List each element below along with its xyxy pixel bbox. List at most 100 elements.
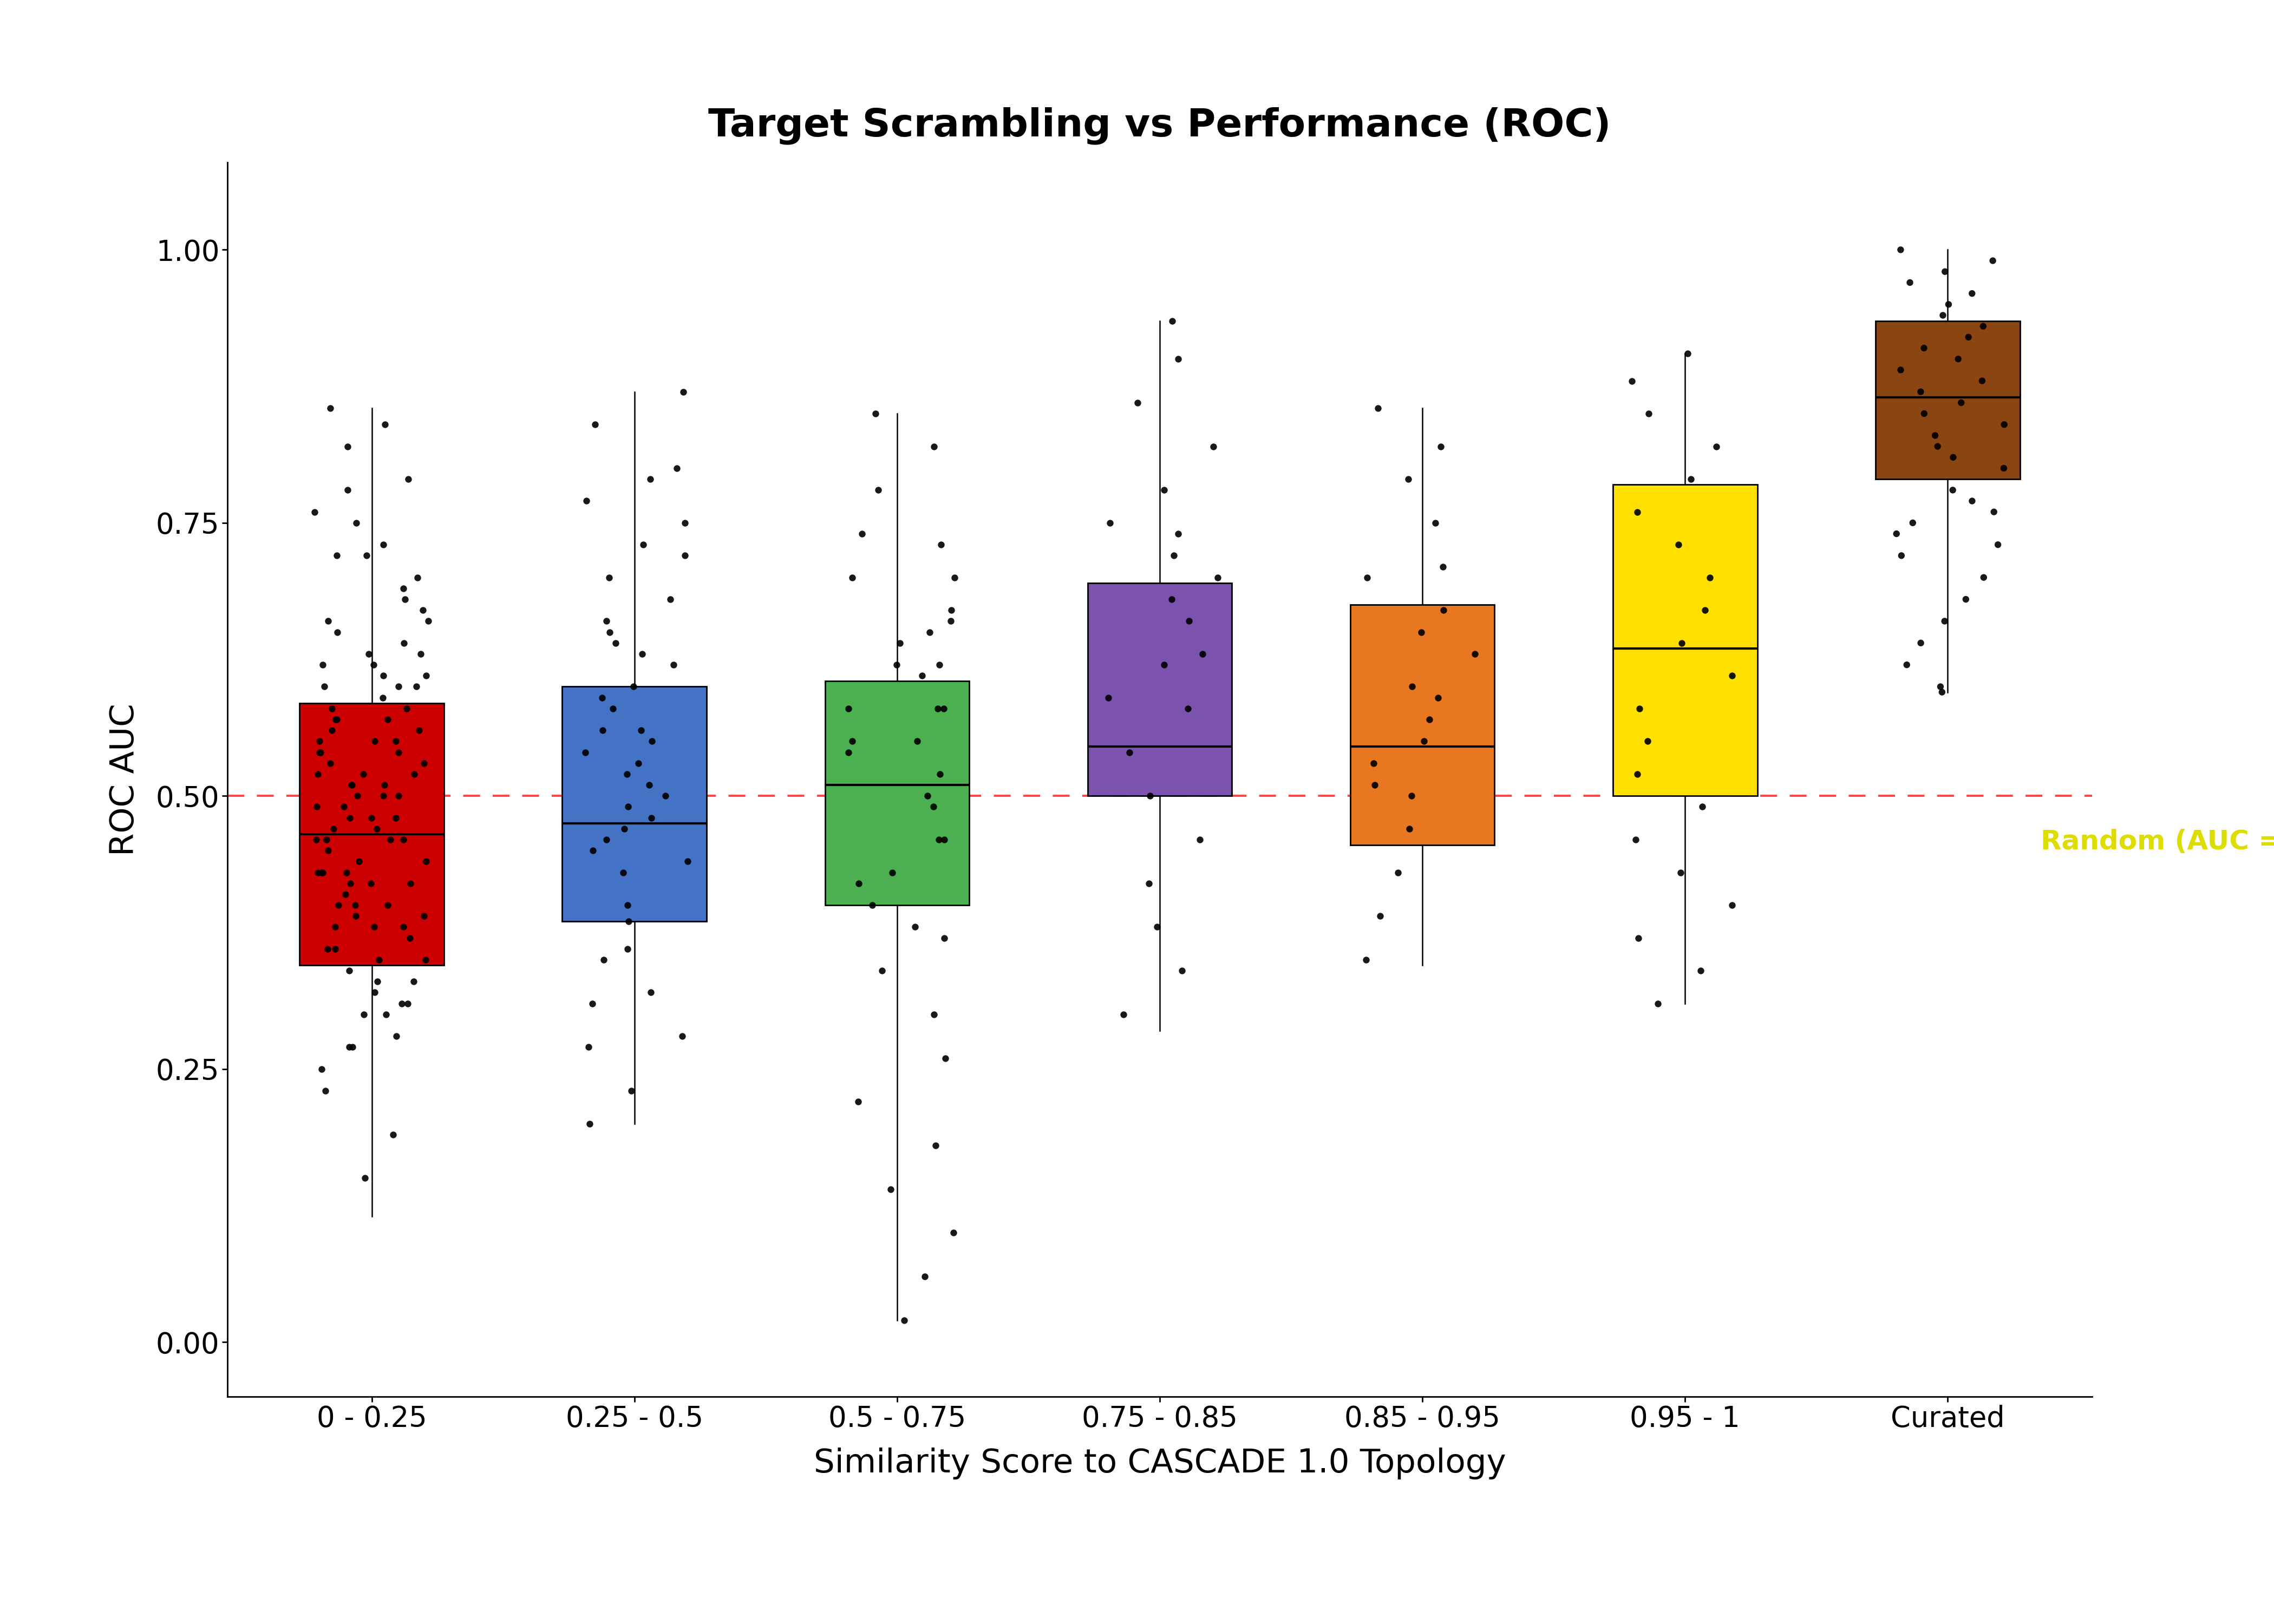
Point: [864, 958, 901, 984]
Point: [352, 870, 389, 896]
Point: [928, 1046, 964, 1072]
Point: [584, 718, 621, 744]
Point: [1981, 531, 2017, 557]
Point: [1890, 651, 1926, 677]
Point: [598, 630, 634, 656]
Point: [653, 586, 689, 612]
Point: [1362, 903, 1399, 929]
Point: [1160, 346, 1196, 372]
Point: [937, 565, 973, 591]
Point: [302, 739, 339, 765]
Point: [1160, 521, 1196, 547]
Point: [1715, 663, 1751, 689]
Point: [362, 947, 398, 973]
Point: [302, 859, 339, 885]
Point: [309, 838, 346, 864]
Point: [398, 674, 434, 700]
Point: [591, 565, 628, 591]
Point: [857, 401, 894, 427]
Point: [1919, 434, 1956, 460]
Point: [371, 706, 407, 732]
Point: [368, 892, 405, 918]
Point: [616, 674, 653, 700]
Point: [1412, 706, 1449, 732]
Point: [1617, 827, 1653, 853]
Point: [1669, 341, 1706, 367]
Point: [1405, 728, 1442, 754]
Point: [1119, 390, 1155, 416]
Point: [316, 914, 352, 940]
Point: [298, 827, 334, 853]
Point: [389, 695, 425, 721]
Point: [387, 586, 423, 612]
Point: [1665, 630, 1701, 656]
Point: [298, 794, 334, 820]
Point: [584, 685, 621, 711]
Point: [1974, 248, 2010, 274]
Point: [1894, 510, 1931, 536]
Point: [1630, 401, 1667, 427]
Point: [366, 663, 402, 689]
Bar: [1351, 604, 1494, 844]
Point: [1360, 395, 1396, 421]
Point: [1417, 510, 1453, 536]
Point: [614, 1078, 650, 1104]
Point: [380, 674, 416, 700]
Point: [1458, 641, 1494, 667]
Point: [916, 1132, 953, 1158]
Point: [325, 794, 362, 820]
Point: [1976, 499, 2012, 525]
Point: [919, 695, 955, 721]
Point: [400, 718, 437, 744]
Point: [318, 619, 355, 645]
Point: [1926, 607, 1962, 633]
Point: [1906, 401, 1942, 427]
Point: [878, 651, 914, 677]
Point: [1621, 695, 1658, 721]
Point: [1619, 926, 1655, 952]
Point: [669, 848, 705, 874]
Point: [609, 908, 646, 934]
Point: [1089, 685, 1126, 711]
Point: [300, 762, 337, 788]
Point: [384, 827, 421, 853]
Point: [1965, 565, 2001, 591]
Point: [1935, 445, 1972, 471]
Point: [1951, 325, 1987, 351]
Point: [312, 750, 348, 776]
Point: [355, 651, 391, 677]
Point: [655, 651, 691, 677]
Point: [1660, 531, 1696, 557]
Point: [312, 395, 348, 421]
Point: [916, 434, 953, 460]
Point: [1640, 991, 1676, 1017]
Point: [339, 510, 375, 536]
Point: [571, 1111, 607, 1137]
Point: [1139, 914, 1176, 940]
Point: [1883, 357, 1919, 383]
Point: [346, 1164, 382, 1190]
Point: [348, 542, 384, 568]
Point: [666, 378, 703, 404]
Point: [384, 991, 421, 1017]
Point: [921, 827, 957, 853]
Point: [405, 903, 441, 929]
Point: [855, 892, 891, 918]
Point: [307, 674, 343, 700]
Point: [1985, 411, 2022, 437]
Point: [300, 739, 337, 765]
Point: [905, 663, 941, 689]
Point: [1953, 487, 1990, 513]
Point: [1619, 499, 1655, 525]
Point: [1355, 750, 1392, 776]
Point: [384, 575, 421, 601]
Point: [334, 771, 371, 797]
Point: [830, 739, 866, 765]
Title: Target Scrambling vs Performance (ROC): Target Scrambling vs Performance (ROC): [707, 107, 1612, 145]
Point: [337, 903, 373, 929]
Text: Random (AUC = 0.5): Random (AUC = 0.5): [2040, 828, 2274, 854]
Point: [327, 882, 364, 908]
Point: [1940, 346, 1976, 372]
Point: [375, 1122, 412, 1148]
Point: [589, 607, 625, 633]
